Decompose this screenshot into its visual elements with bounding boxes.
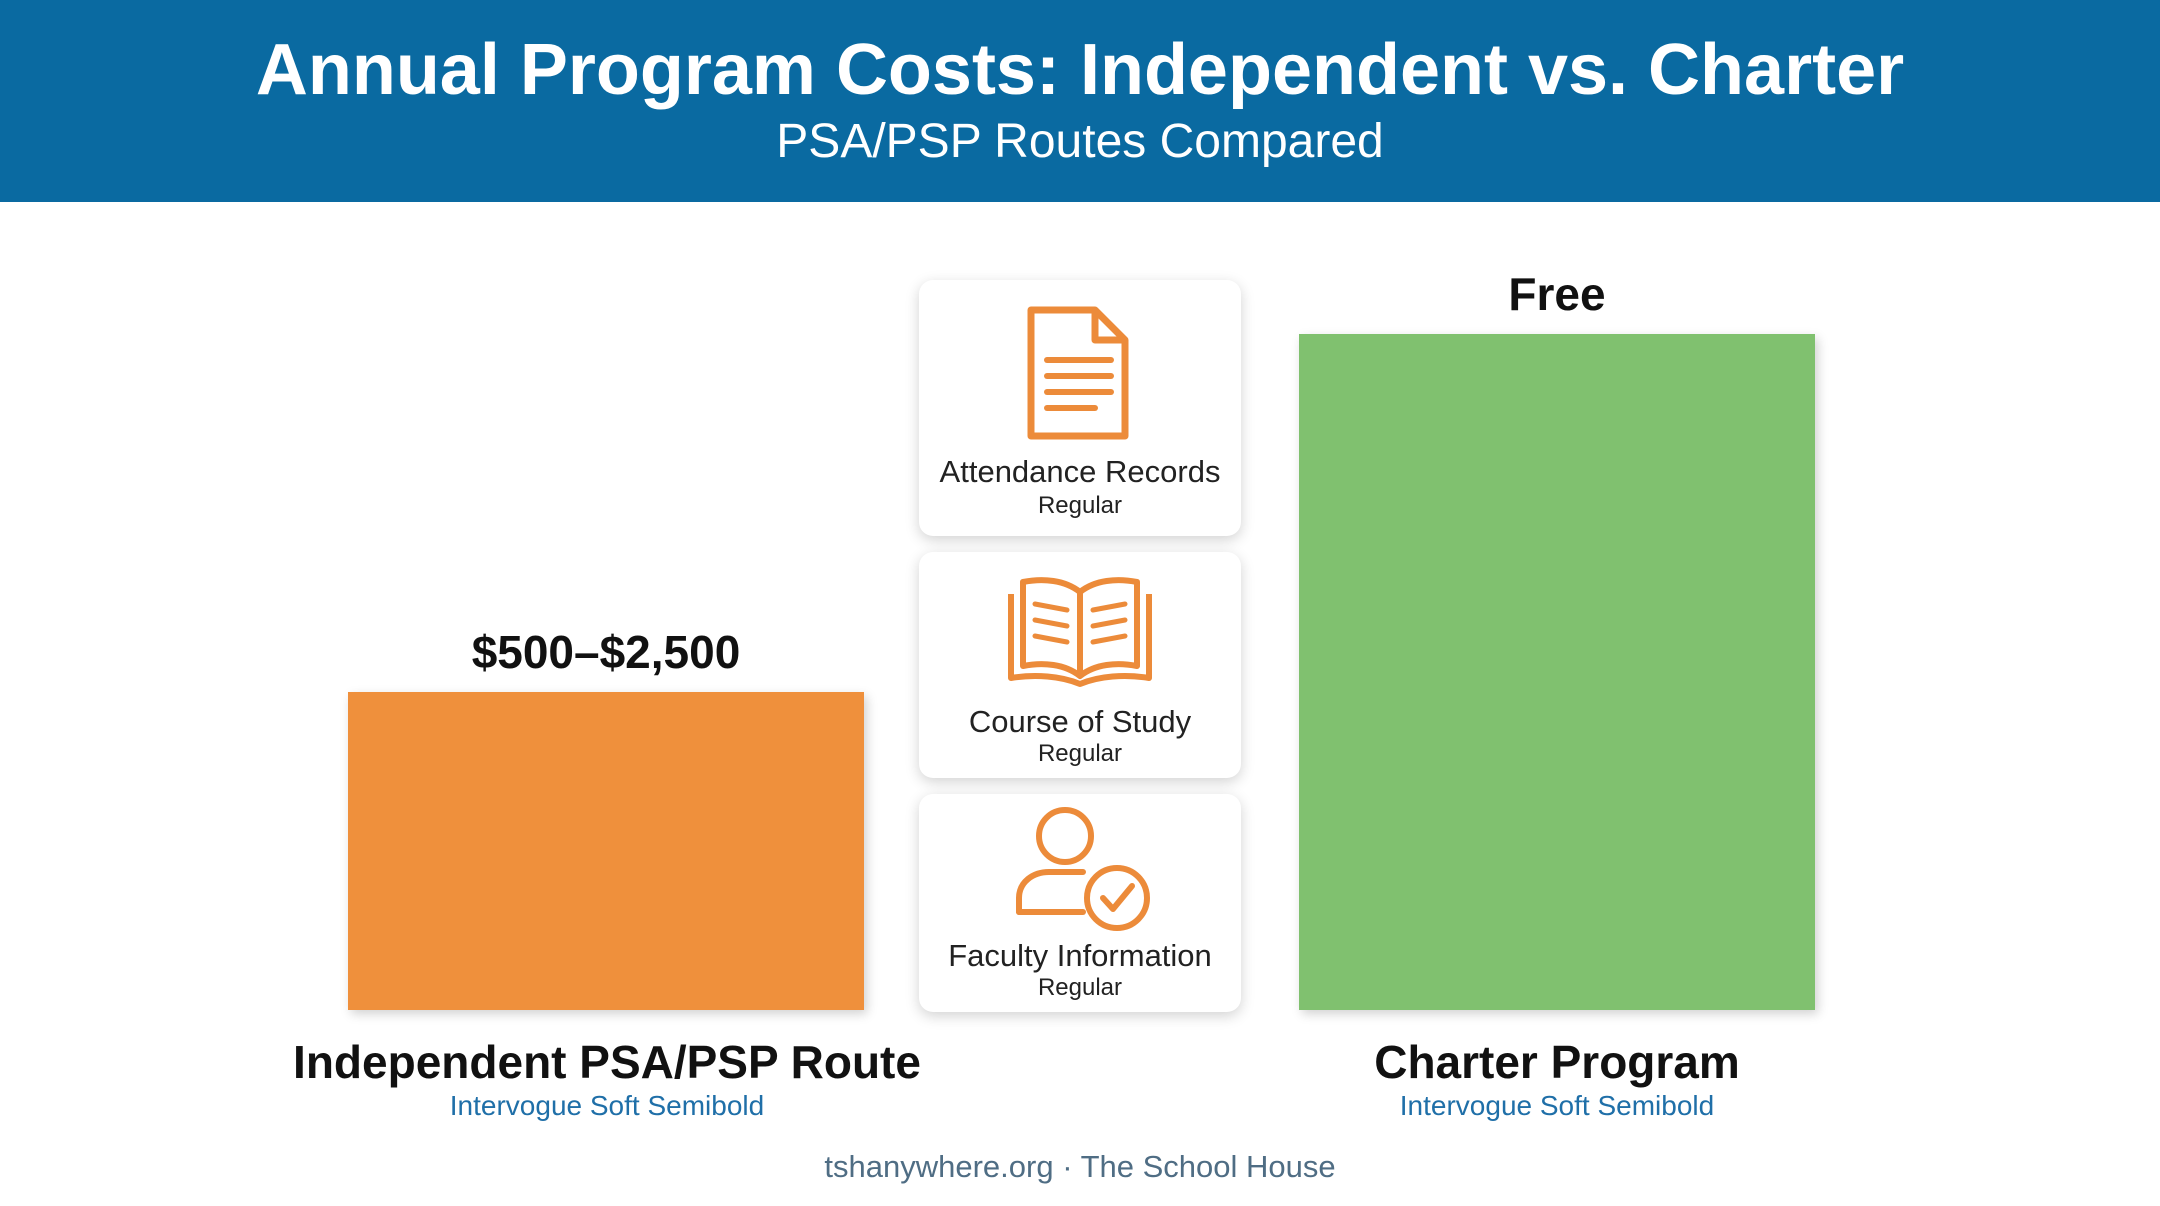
category-label-independent: Independent PSA/PSP Route — [293, 1036, 921, 1088]
card-faculty-information: Faculty Information Regular — [919, 794, 1241, 1012]
value-label-independent: $500–$2,500 — [471, 626, 741, 678]
category-label-charter: Charter Program — [1374, 1036, 1740, 1088]
card-attendance-records: Attendance Records Regular — [919, 280, 1241, 536]
card-course-of-study: Course of Study Regular — [919, 552, 1241, 778]
bar-independent — [348, 692, 864, 1010]
card-subtitle: Regular — [1037, 974, 1123, 1001]
category-sublabel-independent: Intervogue Soft Semibold — [449, 1090, 765, 1121]
document-icon — [1027, 306, 1129, 440]
bar-charter — [1299, 334, 1815, 1010]
category-sublabel-charter: Intervogue Soft Semibold — [1399, 1090, 1715, 1121]
value-label-charter: Free — [1508, 268, 1606, 320]
open-book-icon — [1008, 577, 1152, 687]
bar-chart: $500–$2,500 Free Independent PSA/PSP Rou… — [0, 202, 2160, 1121]
footer-credit: tshanywhere.org · The School House — [824, 1149, 1336, 1184]
card-subtitle: Regular — [1037, 492, 1123, 519]
card-title: Faculty Information — [948, 938, 1212, 973]
header-banner: Annual Program Costs: Independent vs. Ch… — [0, 0, 2160, 202]
chart-subtitle: PSA/PSP Routes Compared — [776, 115, 1384, 168]
card-title: Course of Study — [968, 704, 1192, 739]
card-subtitle: Regular — [1037, 740, 1123, 767]
chart-title: Annual Program Costs: Independent vs. Ch… — [255, 30, 1905, 110]
card-title: Attendance Records — [939, 454, 1221, 489]
person-check-icon — [1016, 807, 1150, 931]
